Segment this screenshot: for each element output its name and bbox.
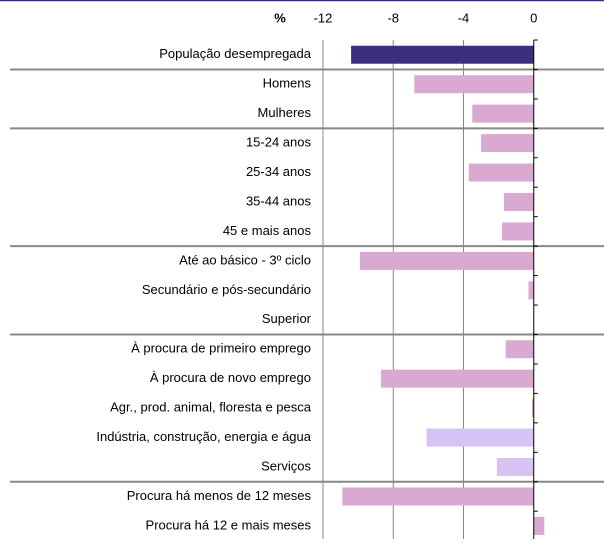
y-tick-label: Até ao básico - 3º ciclo: [179, 252, 311, 267]
y-tick-label: À procura de primeiro emprego: [131, 341, 311, 356]
bar: [351, 45, 534, 64]
y-tick-label: Procura há 12 e mais meses: [146, 517, 312, 532]
x-axis-label: %: [274, 10, 286, 25]
bar: [426, 428, 534, 447]
x-tick-label: 0: [530, 10, 537, 25]
bar: [528, 281, 534, 300]
y-tick-label: 45 e mais anos: [223, 223, 312, 238]
y-tick-label: Procura há menos de 12 meses: [127, 488, 312, 503]
x-tick-label: -8: [387, 10, 399, 25]
y-tick-label: 35-44 anos: [246, 193, 312, 208]
y-tick-label: Indústria, construção, energia e água: [96, 429, 311, 444]
x-tick-label: -4: [458, 10, 470, 25]
bar: [533, 516, 545, 535]
y-tick-label: À procura de novo emprego: [150, 370, 311, 385]
bar: [503, 192, 534, 211]
bar: [502, 222, 534, 241]
bar: [505, 340, 534, 359]
bar: [496, 458, 534, 477]
bar: [359, 251, 534, 270]
bar: [472, 104, 534, 123]
bar: [414, 75, 534, 94]
y-tick-label: Mulheres: [258, 105, 312, 120]
bar: [342, 487, 534, 506]
bar: [531, 399, 534, 418]
y-tick-label: Homens: [263, 76, 312, 91]
y-tick-label: Secundário e pós-secundário: [142, 282, 311, 297]
bar: [468, 163, 534, 182]
y-tick-label: 25-34 anos: [246, 164, 312, 179]
x-tick-label: -12: [314, 10, 333, 25]
y-tick-label: 15-24 anos: [246, 135, 312, 150]
bar: [380, 369, 534, 388]
y-tick-label: Serviços: [261, 458, 311, 473]
y-tick-label: População desempregada: [159, 46, 312, 61]
y-tick-label: Superior: [262, 311, 312, 326]
y-tick-label: Agr., prod. animal, floresta e pesca: [110, 400, 312, 415]
bar: [481, 134, 534, 153]
